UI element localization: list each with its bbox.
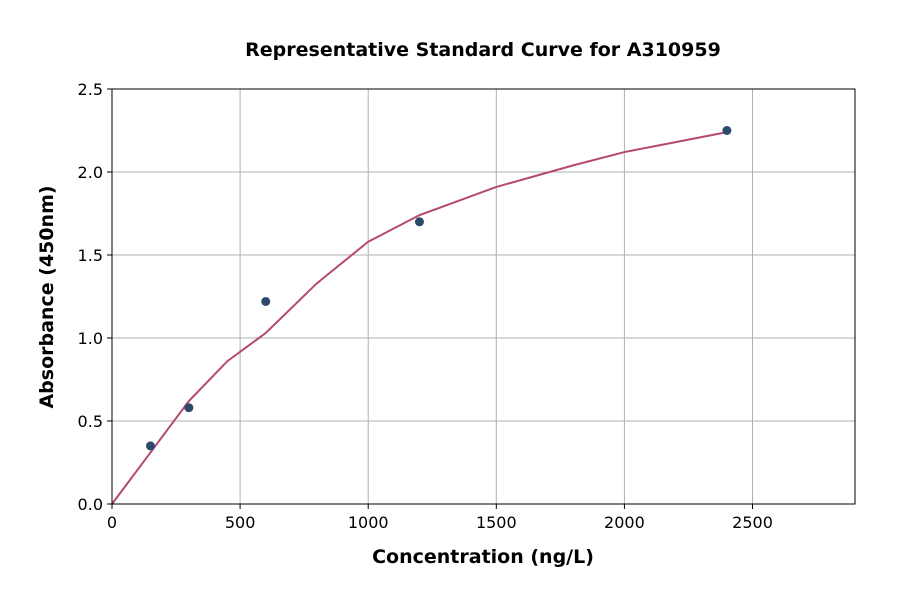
fitted-curve bbox=[111, 131, 728, 505]
data-point bbox=[184, 403, 194, 413]
x-tick-label: 2000 bbox=[604, 513, 645, 532]
x-tick-label: 2500 bbox=[732, 513, 773, 532]
y-axis-label: Absorbance (450nm) bbox=[36, 185, 58, 408]
y-tick-label: 1.0 bbox=[78, 329, 103, 348]
x-tick-label: 1500 bbox=[476, 513, 517, 532]
data-point bbox=[414, 217, 424, 227]
data-point bbox=[722, 126, 732, 135]
y-tick-label: 1.5 bbox=[78, 246, 103, 265]
x-tick-label: 0 bbox=[107, 513, 117, 532]
y-tick-label: 0.5 bbox=[78, 412, 103, 431]
x-axis-label: Concentration (ng/L) bbox=[372, 546, 594, 568]
x-tick-label: 1000 bbox=[348, 513, 389, 532]
data-point bbox=[261, 296, 271, 306]
y-tick-label: 2.0 bbox=[78, 163, 103, 182]
x-tick-label: 500 bbox=[225, 513, 256, 532]
y-tick-label: 2.5 bbox=[78, 80, 103, 99]
plot-frame bbox=[111, 88, 856, 505]
chart-title: Representative Standard Curve for A31095… bbox=[245, 39, 721, 61]
y-tick-label: 0.0 bbox=[78, 495, 103, 514]
data-point bbox=[145, 441, 155, 451]
